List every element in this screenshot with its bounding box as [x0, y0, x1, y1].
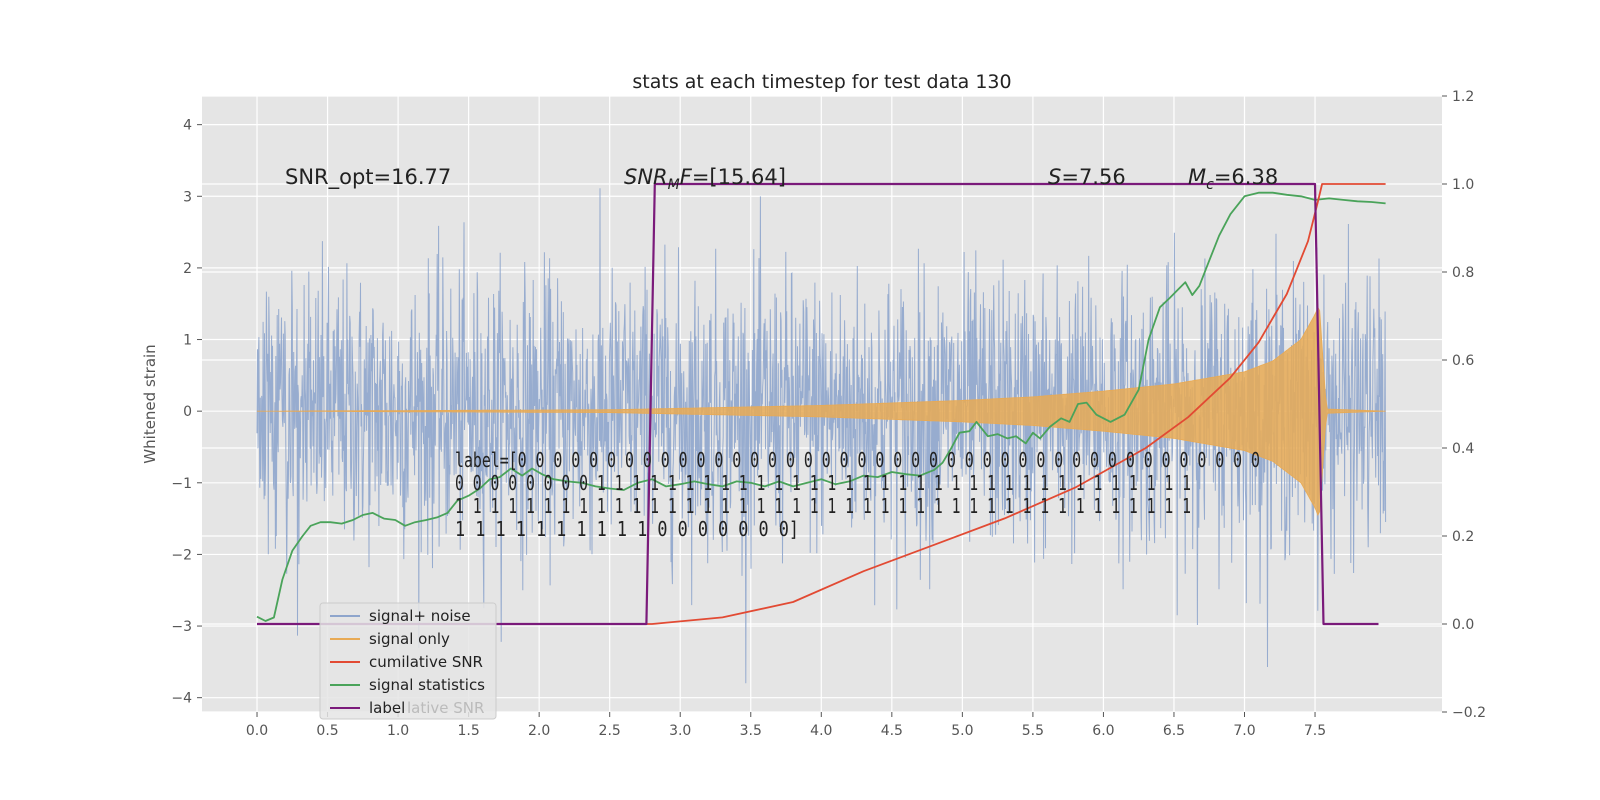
- y-tick-label: −4: [171, 691, 192, 707]
- y-tick-label: 4: [183, 118, 192, 134]
- legend-label-cumulative-snr: cumilative SNR: [369, 653, 483, 671]
- x-tick-label: 5.0: [951, 723, 973, 739]
- y-tick-label: 1: [183, 333, 192, 349]
- series-signal-only: [257, 306, 1386, 516]
- x-tick-label: 1.5: [457, 723, 479, 739]
- x-tick-label: 6.5: [1163, 723, 1185, 739]
- y-tick-label: 0: [183, 404, 192, 420]
- x-tick-label: 7.5: [1304, 723, 1326, 739]
- y-right-tick-label: 0.2: [1452, 529, 1474, 545]
- y-right-tick-label: 0.4: [1452, 441, 1474, 457]
- snr-mf-annotation: SNRMF=[15.64]: [624, 165, 786, 193]
- x-tick-label: 7.0: [1233, 723, 1255, 739]
- x-tick-label: 3.5: [740, 723, 762, 739]
- y-tick-label: 2: [183, 261, 192, 277]
- y-tick-label: 3: [183, 189, 192, 205]
- annotations: SNR_opt=16.77 SNRMF=[15.64] S=7.56 Mc=6.…: [285, 165, 1278, 541]
- legend-label-label: label: [369, 699, 405, 717]
- label-array-line-1: label=[0 0 0 0 0 0 0 0 0 0 0 0 0 0 0 0 0…: [455, 448, 1260, 472]
- legend-overlap-text: lative SNR: [407, 699, 484, 717]
- label-array-line-4: 1 1 1 1 1 1 1 1 1 1 0 0 0 0 0 0 0]: [455, 517, 799, 541]
- x-tick-label: 6.0: [1092, 723, 1114, 739]
- series-layer: [256, 182, 1387, 684]
- series-label: [257, 182, 1379, 626]
- y-axis-label: Whitened strain: [141, 344, 159, 463]
- series-cumulative-snr: [257, 183, 1386, 625]
- x-tick-label: 2.5: [599, 723, 621, 739]
- y-right-tick-label: 0.6: [1452, 353, 1474, 369]
- legend-label-signal-noise: signal+ noise: [369, 607, 471, 625]
- mc-annotation: Mc=6.38: [1188, 165, 1278, 193]
- x-tick-label: 4.0: [810, 723, 832, 739]
- x-tick-label: 4.5: [881, 723, 903, 739]
- y-right-tick-label: 0.8: [1452, 265, 1474, 281]
- legend-label-signal-statistics: signal statistics: [369, 676, 485, 694]
- legend: signal+ noise signal only cumilative SNR…: [319, 602, 497, 720]
- y-right-tick-label: 1.0: [1452, 177, 1474, 193]
- legend-box: [319, 602, 497, 720]
- chart-title: stats at each timestep for test data 130: [632, 71, 1011, 93]
- x-tick-label: 0.0: [246, 723, 268, 739]
- x-tick-label: 2.0: [528, 723, 550, 739]
- x-tick-label: 1.0: [387, 723, 409, 739]
- label-array-line-2: 0 0 0 0 0 0 0 0 1 1 1 1 1 1 1 1 1 1 1 1 …: [455, 471, 1191, 495]
- y-tick-label: −1: [171, 476, 192, 492]
- y-tick-label: −3: [171, 619, 192, 635]
- y-right-tick-label: −0.2: [1452, 705, 1486, 721]
- legend-label-signal-only: signal only: [369, 630, 450, 648]
- s-annotation: S=7.56: [1048, 165, 1126, 189]
- y-right-tick-label: 0.0: [1452, 617, 1474, 633]
- x-tick-label: 3.0: [669, 723, 691, 739]
- ticks: 0.0 0.5 1.0 1.5 2.0 2.5 3.0 3.5 4.0 4.5 5.0 5.5 6.0 6…: [171, 89, 1486, 739]
- series-signal-noise: [256, 188, 1387, 684]
- snr-opt-annotation: SNR_opt=16.77: [285, 165, 451, 190]
- x-tick-label: 5.5: [1022, 723, 1044, 739]
- y-right-tick-label: 1.2: [1452, 89, 1474, 105]
- label-array-line-3: 1 1 1 1 1 1 1 1 1 1 1 1 1 1 1 1 1 1 1 1 …: [455, 494, 1191, 518]
- y-tick-label: −2: [171, 547, 192, 563]
- series-signal-statistics: [256, 191, 1386, 622]
- x-tick-label: 0.5: [316, 723, 338, 739]
